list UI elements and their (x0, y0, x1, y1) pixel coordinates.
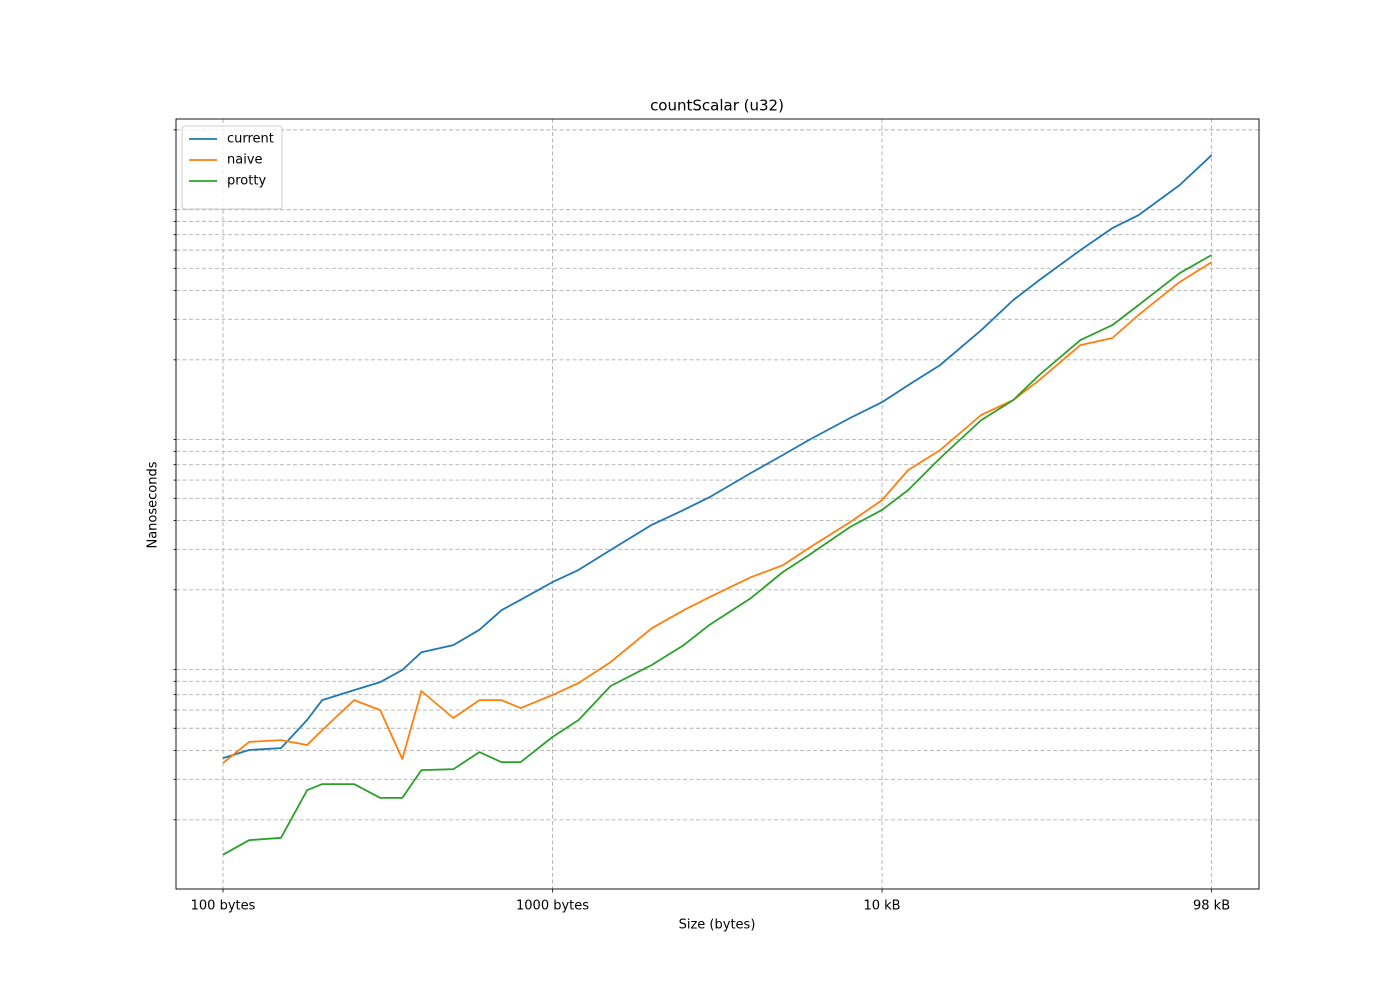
series-line (222, 154, 1213, 759)
legend: current naive protty (181, 125, 283, 210)
legend-box (181, 125, 283, 210)
x-tick-label: 100 bytes (191, 899, 256, 914)
legend-label: naive (227, 153, 263, 168)
x-tick-label: 98 kB (1193, 899, 1230, 914)
series-line (222, 261, 1213, 764)
series-line (222, 254, 1213, 856)
x-axis-label: Size (bytes) (679, 918, 756, 933)
y-axis-label: Nanoseconds (146, 461, 161, 548)
plot-frame (175, 118, 1260, 890)
legend-label: current (227, 132, 274, 147)
chart-title: countScalar (u32) (650, 97, 784, 115)
x-tick-label: 10 kB (863, 899, 900, 914)
legend-label: protty (227, 174, 266, 189)
x-tick-label: 1000 bytes (516, 899, 589, 914)
